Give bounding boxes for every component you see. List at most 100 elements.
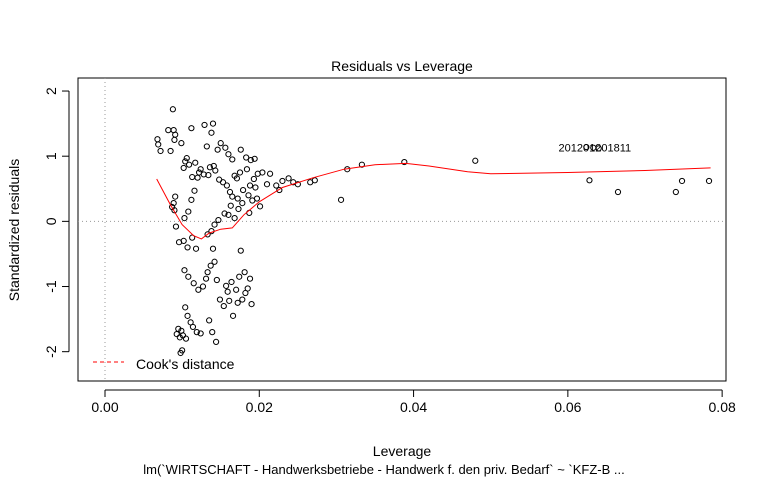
data-point: [583, 143, 590, 151]
data-point: [672, 188, 679, 196]
data-point: [231, 214, 238, 222]
chart-title: Residuals vs Leverage: [331, 58, 473, 74]
data-point: [184, 244, 191, 251]
y-tick-label: 1: [43, 152, 59, 160]
data-point: [185, 208, 192, 215]
data-point: [358, 161, 365, 168]
data-point: [171, 136, 178, 144]
data-point: [586, 177, 593, 184]
data-point: [165, 127, 172, 134]
reference-lines: [78, 78, 726, 381]
data-point: [206, 164, 214, 171]
data-point: [294, 181, 301, 188]
x-tick-label: 0.04: [400, 399, 427, 415]
data-point: [207, 262, 214, 269]
outlier-label: 201201201811: [559, 143, 632, 155]
data-point: [200, 171, 207, 178]
data-point: [259, 169, 266, 176]
data-point: [211, 258, 218, 265]
x-axis-label: Leverage: [373, 443, 432, 459]
data-point: [169, 106, 176, 113]
data-point: [237, 247, 244, 254]
data-point: [190, 280, 197, 287]
data-point: [212, 338, 220, 346]
data-point: [241, 269, 248, 276]
data-point: [201, 121, 208, 129]
data-point: [220, 302, 227, 310]
data-point: [175, 325, 182, 332]
data-point: [279, 177, 286, 185]
data-point: [248, 301, 255, 308]
x-tick-label: 0.08: [709, 399, 736, 415]
data-point: [273, 182, 280, 189]
legend: Cook's distance: [93, 356, 235, 372]
data-point: [221, 210, 228, 217]
data-point: [266, 170, 274, 177]
x-tick-label: 0.00: [91, 399, 118, 415]
data-point: [189, 234, 196, 241]
data-point: [614, 188, 622, 196]
data-point: [229, 193, 236, 200]
data-point: [256, 203, 264, 210]
data-point: [176, 334, 183, 341]
data-point: [215, 216, 222, 224]
plot-frame: [77, 77, 727, 382]
data-point: [202, 275, 210, 282]
data-point: [188, 196, 195, 203]
data-point: [182, 304, 189, 311]
data-point: [170, 200, 177, 207]
y-tick-label: -2: [43, 345, 59, 358]
data-point: [224, 288, 231, 295]
chart-subtitle: lm(`WIRTSCHAFT - Handwerksbetriebe - Han…: [143, 462, 624, 477]
data-point: [246, 275, 254, 282]
x-axis: 0.00 0.02 0.04 0.06 0.08: [91, 389, 736, 415]
data-point: [205, 171, 212, 179]
data-point: [216, 296, 224, 303]
data-point: [172, 131, 179, 138]
data-point: [236, 169, 244, 176]
data-point: [245, 192, 252, 199]
data-point: [154, 136, 161, 143]
data-point: [251, 155, 258, 162]
data-point: [227, 202, 234, 209]
data-point: [219, 179, 227, 186]
data-point: [226, 297, 233, 304]
data-point: [191, 187, 198, 194]
data-point: [197, 330, 204, 337]
legend-label-cooks-distance: Cook's distance: [136, 356, 235, 372]
data-point: [197, 166, 204, 173]
data-point: [246, 209, 253, 216]
data-point: [173, 330, 180, 338]
smoother: [156, 162, 711, 240]
data-point: [234, 195, 241, 202]
data-point: [472, 157, 479, 164]
data-point: [223, 282, 230, 289]
x-tick-label: 0.06: [554, 399, 581, 415]
data-point: [172, 223, 180, 230]
data-point: [181, 267, 188, 274]
data-point: [178, 140, 185, 147]
data-point: [203, 143, 210, 150]
data-point: [189, 323, 197, 331]
data-point: [213, 276, 220, 284]
data-point: [214, 146, 221, 153]
data-point: [233, 286, 240, 293]
data-point: [204, 231, 211, 238]
data-point: [183, 155, 190, 162]
data-point: [157, 147, 164, 155]
data-point: [195, 286, 202, 293]
data-point: [311, 177, 318, 184]
data-point: [235, 205, 242, 213]
data-point: [217, 140, 224, 147]
data-point: [209, 245, 217, 252]
data-point: [177, 349, 184, 357]
y-axis-label: Standardized residuals: [6, 159, 22, 301]
data-point: [209, 120, 217, 127]
data-point: [239, 200, 246, 207]
data-point: [171, 207, 178, 214]
data-point: [188, 125, 195, 132]
data-point: [185, 273, 192, 280]
data-point: [155, 141, 162, 148]
data-point: [253, 195, 261, 202]
data-point: [242, 289, 249, 297]
